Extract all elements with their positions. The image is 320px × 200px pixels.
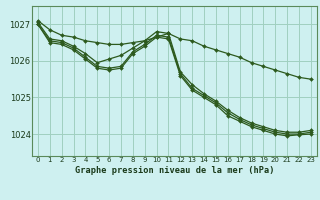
X-axis label: Graphe pression niveau de la mer (hPa): Graphe pression niveau de la mer (hPa): [75, 166, 274, 175]
